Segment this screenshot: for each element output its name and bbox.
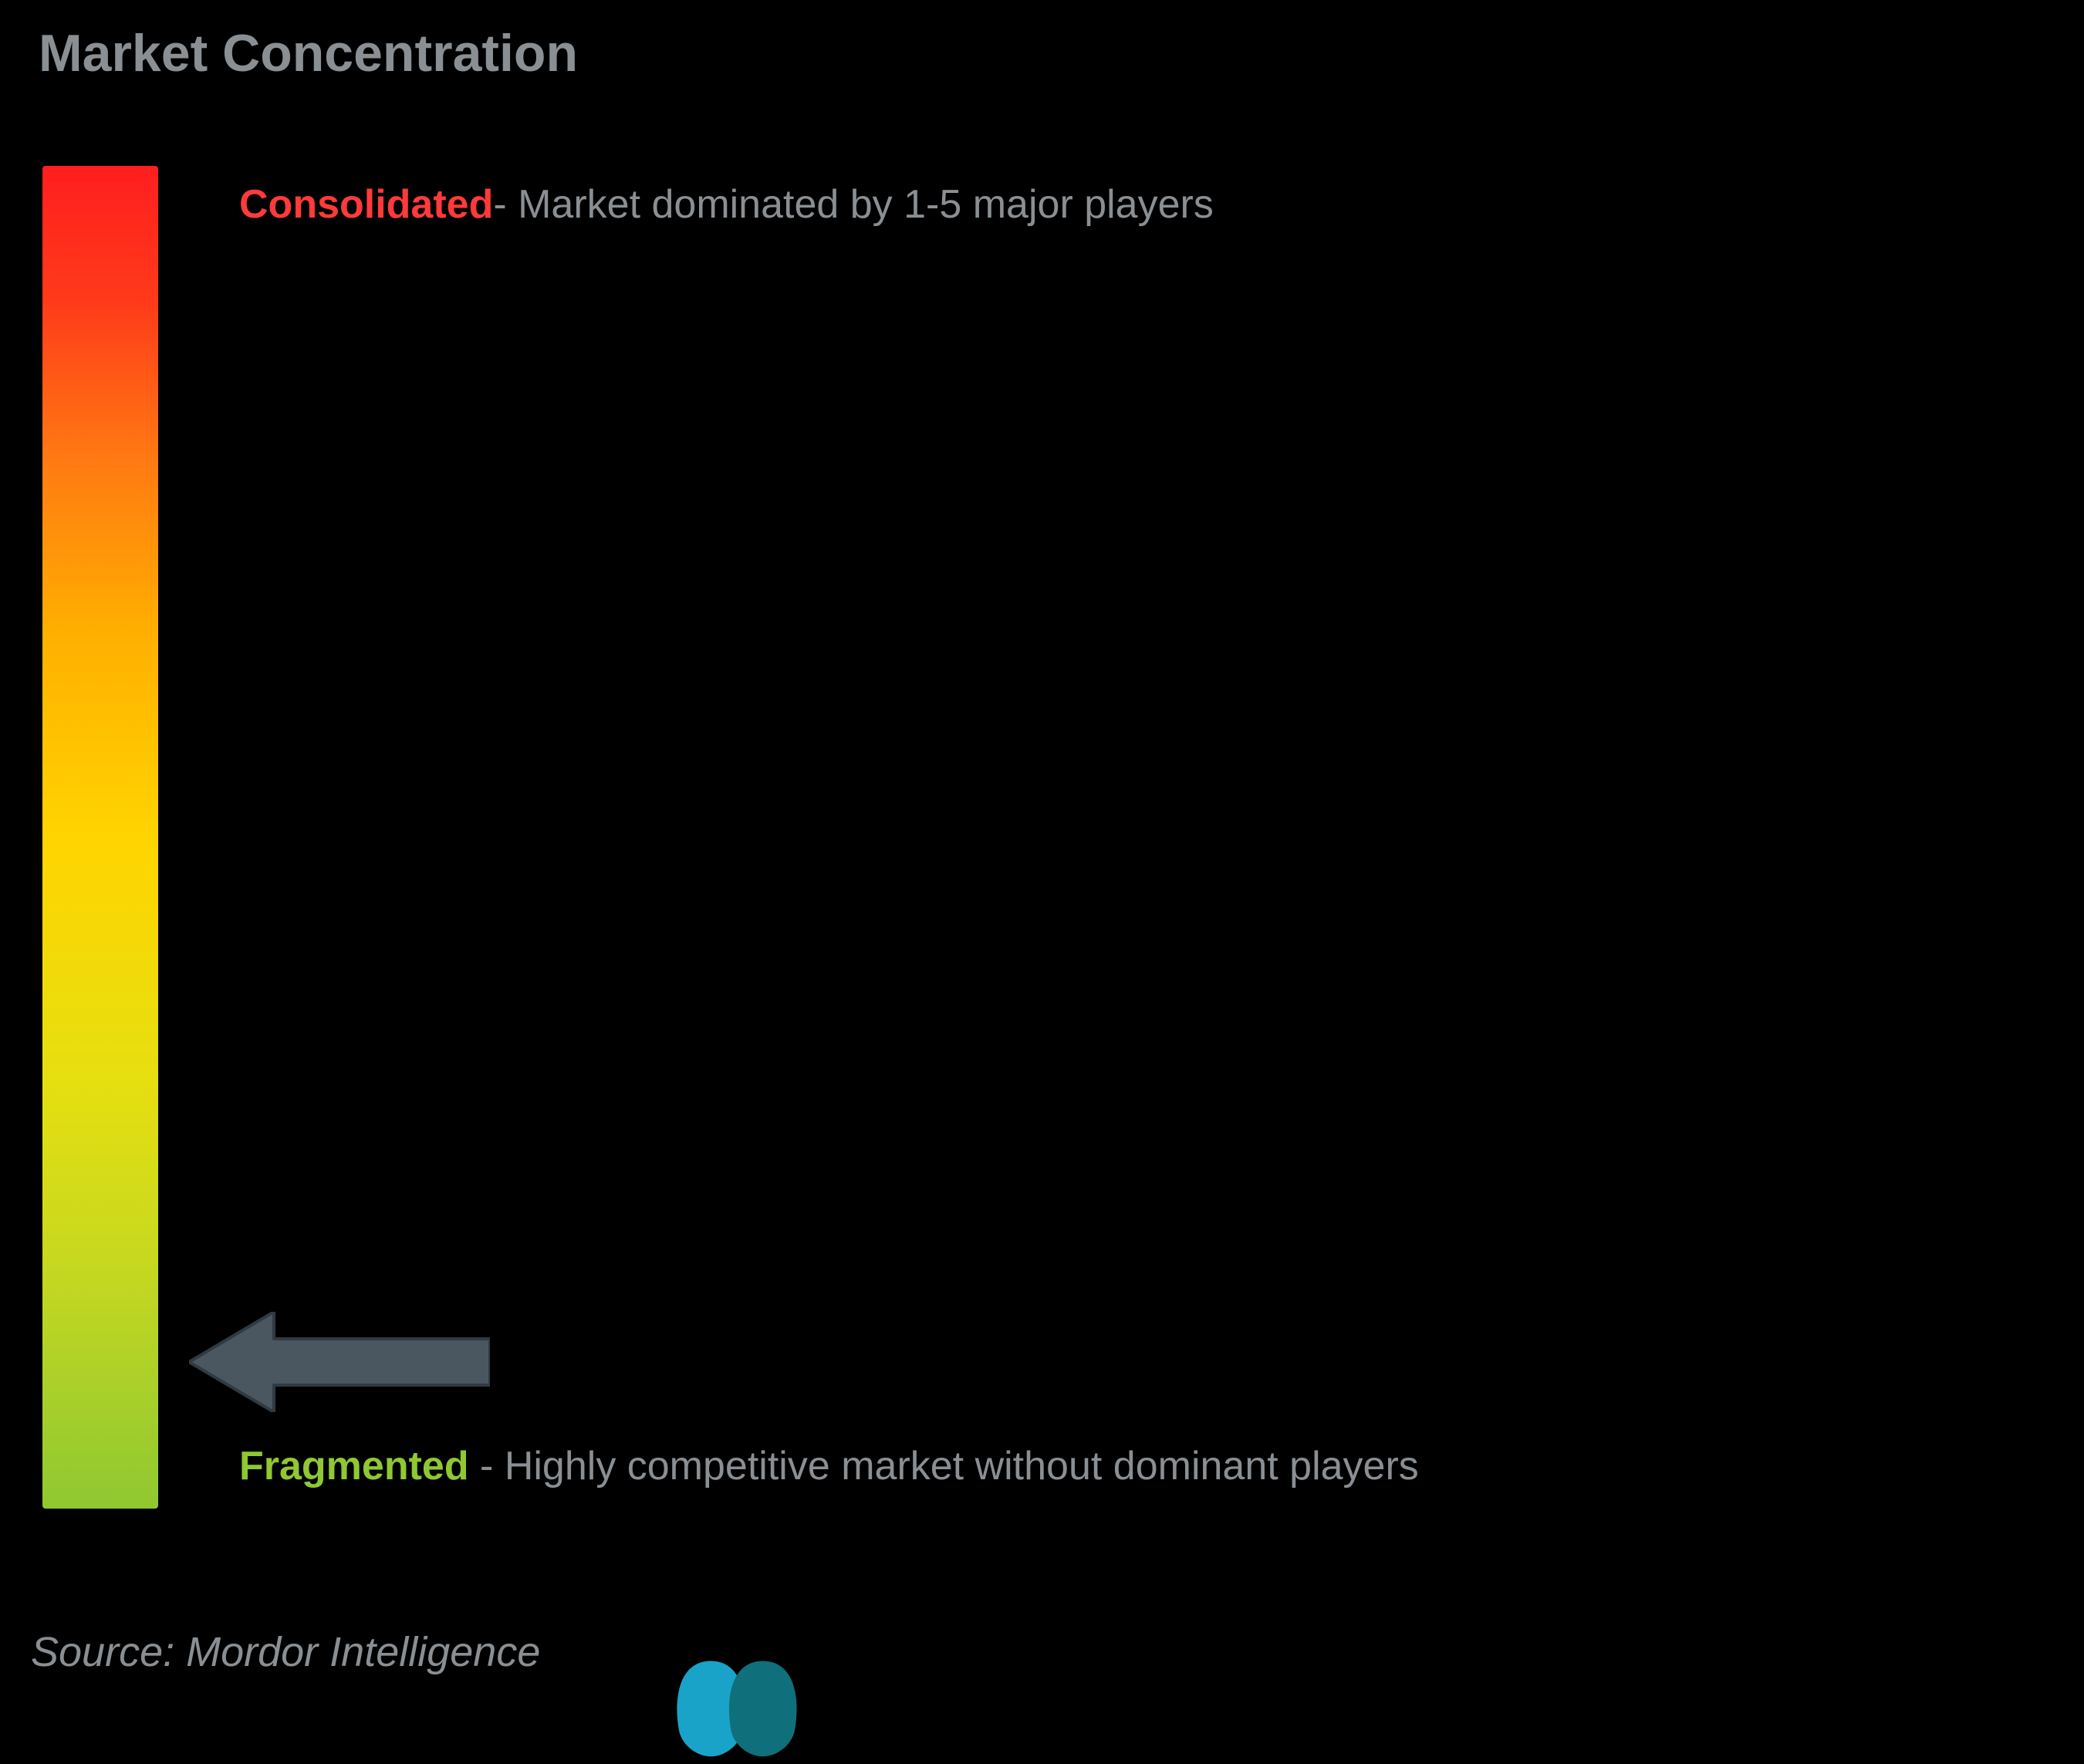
source-attribution: Source: Mordor Intelligence [31, 1628, 540, 1676]
mordor-logo-icon [664, 1644, 810, 1759]
chart-canvas: Market Concentration Consolidated- Market… [0, 0, 2084, 1764]
chart-title: Market Concentration [39, 23, 578, 83]
consolidated-description: - Market dominated by 1-5 major players [493, 182, 1214, 227]
consolidated-label: Consolidated [239, 182, 493, 227]
fragmented-description: - Highly competitive market without domi… [469, 1444, 1419, 1489]
bottom-label: Fragmented - Highly competitive market w… [239, 1443, 1419, 1489]
source-name: Mordor Intelligence [186, 1629, 540, 1675]
fragmented-label: Fragmented [239, 1444, 469, 1489]
top-label: Consolidated- Market dominated by 1-5 ma… [239, 181, 1214, 228]
position-indicator-arrow [189, 1312, 490, 1412]
concentration-gradient-bar [42, 166, 158, 1509]
source-prefix: Source: [31, 1629, 186, 1675]
